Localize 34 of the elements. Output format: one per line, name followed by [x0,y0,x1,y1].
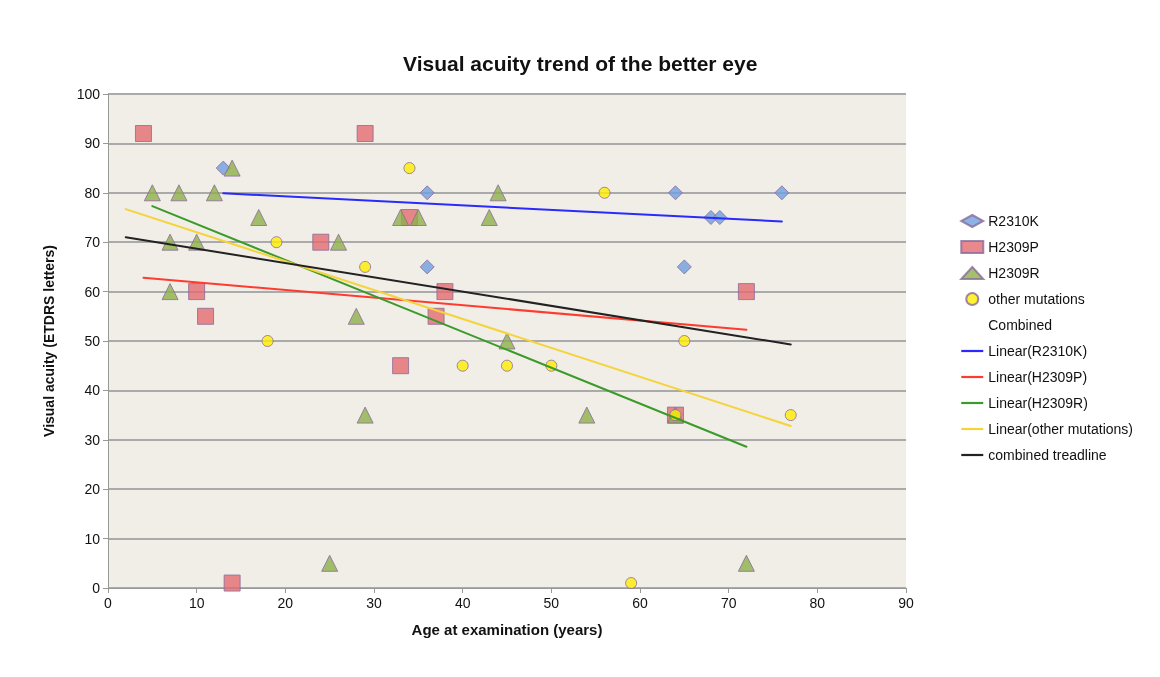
legend-label: combined treadline [988,447,1107,463]
text: Combined [988,317,1053,333]
x-tick-label: 20 [277,595,294,611]
y-tick-label: 0 [92,580,101,596]
x-tick-label: 30 [366,595,382,611]
x-axis-title: Age at examination (years) [411,621,603,638]
y-tick-label: 40 [84,382,101,399]
x-tick-label: 10 [188,595,205,611]
x-tick-label: 80 [809,595,826,611]
y-tick-label: 90 [84,135,101,152]
y-tick-label: 20 [84,481,101,498]
y-axis-title: Visual acuity (ETDRS letters) [41,245,57,437]
x-tick-label: 90 [898,595,914,611]
y-tick-label: 60 [84,283,101,300]
legend-label: R2310K [988,213,1040,229]
legend-label: Linear(H2309R) [988,395,1088,411]
y-tick-label: 10 [84,530,101,547]
legend-label: Linear(other mutations) [988,421,1134,437]
legend-label: other mutations [988,291,1085,307]
y-tick-label: 80 [84,184,101,201]
y-tick-label: 50 [84,333,101,349]
y-tick-label: 100 [76,86,101,102]
legend-label: Linear(R2310K) [988,343,1088,359]
x-tick-label: 70 [720,595,737,611]
x-tick-label: 0 [104,595,113,611]
x-tick-label: 50 [543,595,560,611]
y-tick-label: 30 [84,431,101,448]
x-tick-label: 40 [454,595,471,611]
legend-label: Linear(H2309P) [988,369,1088,385]
legend-label: H2309P [988,239,1039,255]
legend-label: H2309R [988,265,1040,281]
y-tick-label: 70 [84,234,101,251]
x-tick-label: 60 [632,595,648,611]
chart-title: Visual acuity trend of the better eye [403,52,758,75]
